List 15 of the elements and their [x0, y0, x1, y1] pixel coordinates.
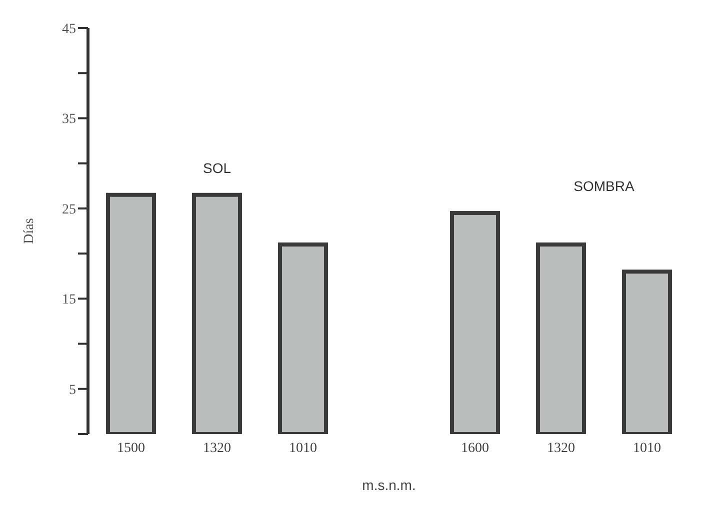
x-tick-label: 1320: [203, 440, 231, 456]
x-tick-label: 1010: [633, 440, 661, 456]
y-tick-label: 25: [62, 202, 76, 218]
y-tick-label: 5: [69, 382, 76, 398]
x-tick-label: 1320: [547, 440, 575, 456]
y-tick-label: 35: [62, 112, 76, 128]
annotation: SOMBRA: [574, 178, 635, 194]
y-tick-label: 15: [62, 292, 76, 308]
x-tick-label: 1010: [289, 440, 317, 456]
x-axis-title: m.s.n.m.: [362, 477, 416, 493]
y-tick-label: 45: [62, 22, 76, 37]
annotation: SOL: [202, 160, 232, 176]
y-axis-title: Días: [22, 218, 37, 244]
x-tick-label: 1600: [461, 440, 489, 456]
x-tick-label: 1500: [117, 440, 145, 456]
